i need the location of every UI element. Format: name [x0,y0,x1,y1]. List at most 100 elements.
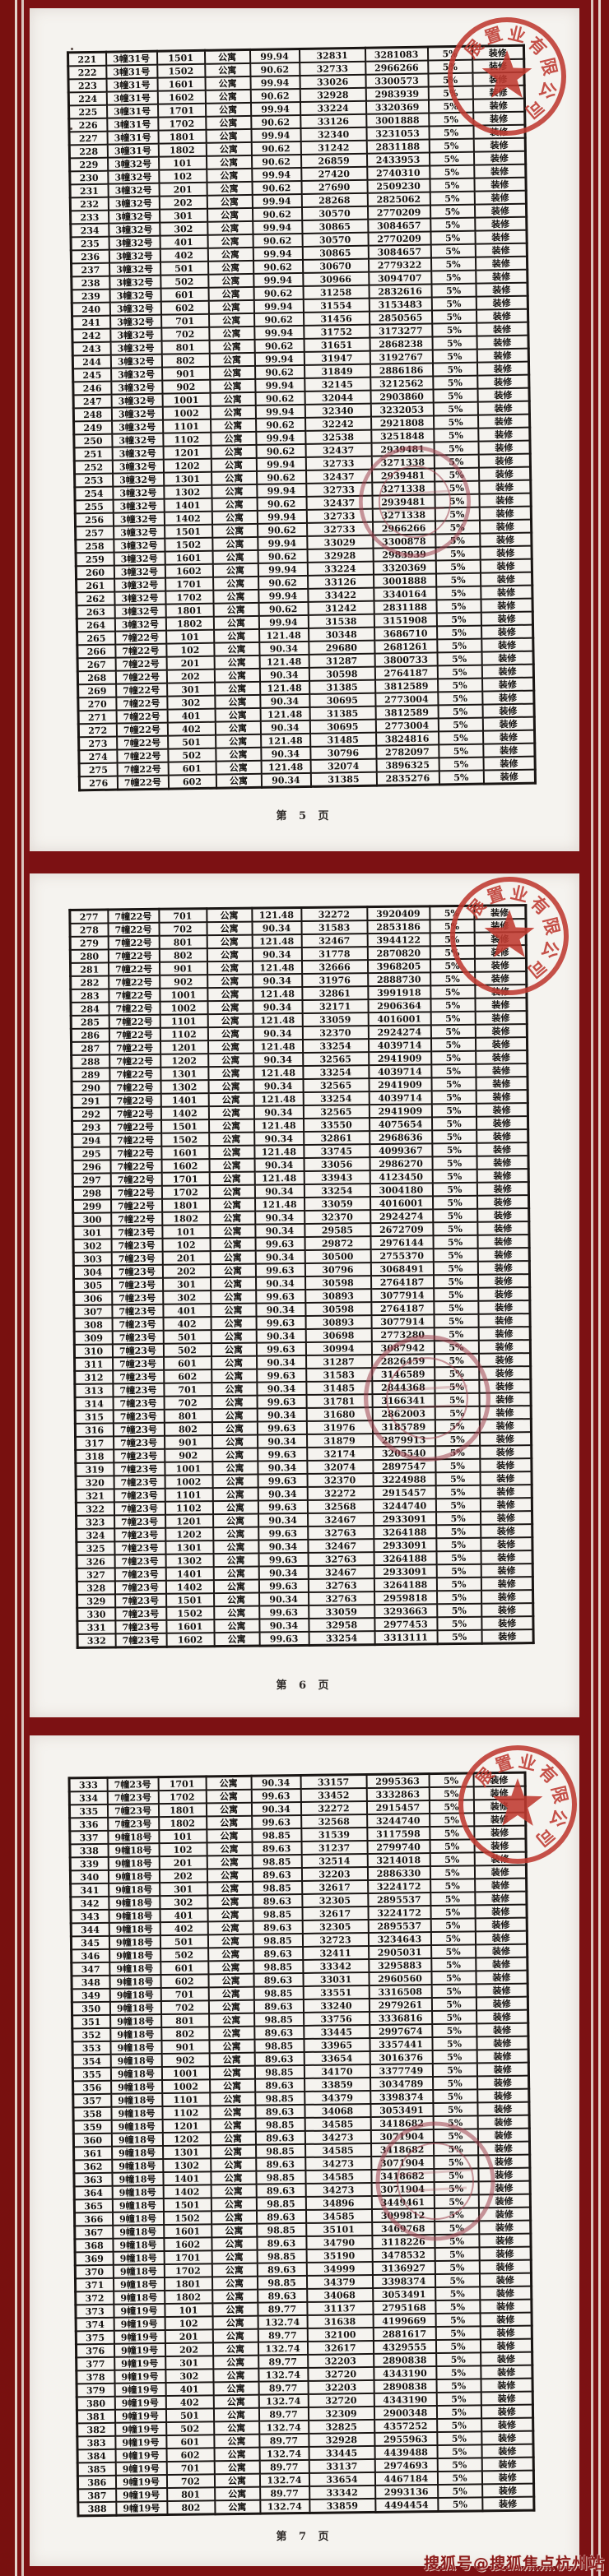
cell-type: 公寓 [207,1907,253,1922]
cell-finish: 装修 [481,2391,533,2406]
cell-rate: 5% [430,1879,475,1893]
cell-seq: 335 [69,1804,108,1818]
cell-seq: 377 [76,2356,114,2371]
cell-total-price: 2974693 [374,2458,438,2472]
cell-type: 公寓 [212,563,258,577]
cell-room: 202 [165,2342,213,2357]
cell-building: 3幢31号 [105,64,157,79]
cell-building: 3幢32号 [108,222,160,237]
cell-seq: 325 [76,1541,115,1555]
cell-total-price: 2755370 [370,1249,434,1263]
cell-total-price: 4494454 [374,2498,438,2513]
cell-building: 9幢19号 [114,2330,165,2344]
cell-total-price: 2933091 [373,1512,436,1527]
cell-type: 公寓 [207,1894,253,1909]
cell-total-price: 2799740 [366,1840,430,1854]
cell-unit-price: 33056 [303,1157,370,1171]
cell-area: 89.63 [255,2157,305,2171]
cell-seq: 234 [70,223,109,238]
cell-finish: 装修 [475,243,528,257]
cell-total-price: 2933091 [373,1538,437,1553]
cell-type: 公寓 [204,49,250,64]
cell-rate: 5% [432,2102,478,2117]
cell-unit-price: 32733 [306,521,373,536]
cell-seq: 249 [73,420,112,435]
cell-unit-price: 31287 [309,653,375,668]
cell-rate: 5% [430,1852,475,1867]
cell-total-price: 2740310 [366,165,430,180]
cell-unit-price: 32242 [304,416,371,431]
cell-room: 501 [167,734,216,749]
cell-area: 98.85 [253,2038,304,2053]
cell-area: 99.63 [258,1578,309,1593]
cell-area: 99.63 [257,1394,307,1409]
cell-building: 9幢18号 [109,1922,160,1936]
cell-type: 公寓 [204,63,250,77]
cell-area: 90.62 [252,206,302,221]
cell-type: 公寓 [209,352,255,367]
cell-seq: 386 [77,2475,116,2490]
cell-finish: 装修 [481,2430,533,2445]
cell-unit-price: 32763 [308,1578,374,1592]
cell-seq: 314 [75,1397,114,1411]
cell-finish: 装修 [474,971,527,985]
cell-finish: 装修 [477,2141,530,2156]
cell-room: 1202 [165,1527,213,1541]
cell-rate: 5% [428,112,473,127]
cell-finish: 装修 [481,2496,534,2511]
cell-type: 公寓 [208,286,254,301]
cell-room: 1601 [165,1619,215,1633]
cell-area: 121.48 [251,907,301,922]
cell-building: 9幢18号 [109,2041,162,2055]
cell-area: 89.77 [258,2328,308,2342]
cell-area: 99.94 [254,351,304,366]
cell-area: 132.74 [258,2314,308,2329]
cell-total-price: 2890838 [373,2353,436,2367]
cell-total-price: 2966266 [372,521,435,535]
cell-room: 1702 [161,1185,210,1199]
cell-rate: 5% [430,945,475,960]
cell-seq: 268 [77,670,116,685]
cell-rate: 5% [432,1182,477,1197]
cell-room: 301 [162,1277,211,1291]
cell-area: 90.34 [251,920,302,935]
cell-seq: 387 [77,2488,116,2503]
cell-room: 1201 [160,1040,208,1054]
cell-finish: 装修 [477,361,529,376]
cell-unit-price: 33452 [300,1788,367,1802]
cell-building: 9幢19号 [114,2422,166,2436]
cell-building: 7幢23号 [115,1633,167,1647]
cell-building: 7幢22号 [109,1119,161,1134]
cell-finish: 装修 [480,1511,532,1525]
cell-type: 公寓 [212,497,258,512]
cell-total-price: 3991918 [367,985,430,1000]
cell-area: 99.94 [258,588,309,603]
cell-total-price: 3271338 [371,455,435,470]
cell-finish: 装修 [480,572,532,586]
cell-area: 98.85 [257,2275,307,2290]
cell-unit-price: 34379 [304,2090,370,2105]
cell-building: 7幢23号 [114,1501,165,1516]
cell-total-price: 2509230 [366,178,430,193]
cell-room: 1301 [162,2145,211,2160]
left-border-stripe [0,0,30,2576]
cell-seq: 301 [72,1225,112,1239]
cell-area: 90.34 [257,1434,307,1448]
cell-seq: 363 [73,2172,113,2187]
cell-finish: 装修 [473,1772,526,1787]
cell-room: 1701 [165,577,213,591]
cell-finish: 装修 [481,611,533,626]
cell-room: 1301 [163,471,212,486]
cell-unit-price: 32305 [302,1919,369,1934]
cell-total-price: 4343190 [374,2393,437,2407]
cell-type: 公寓 [212,2289,258,2304]
cell-finish: 装修 [475,1957,528,1971]
cell-room: 901 [160,2040,210,2055]
cell-unit-price: 31976 [306,1420,373,1434]
cell-room: 401 [159,1908,208,1923]
seal-character: 限 [540,915,563,937]
cell-rate: 5% [437,2471,482,2486]
cell-type: 公寓 [207,220,253,235]
cell-area: 99.63 [258,1473,308,1488]
